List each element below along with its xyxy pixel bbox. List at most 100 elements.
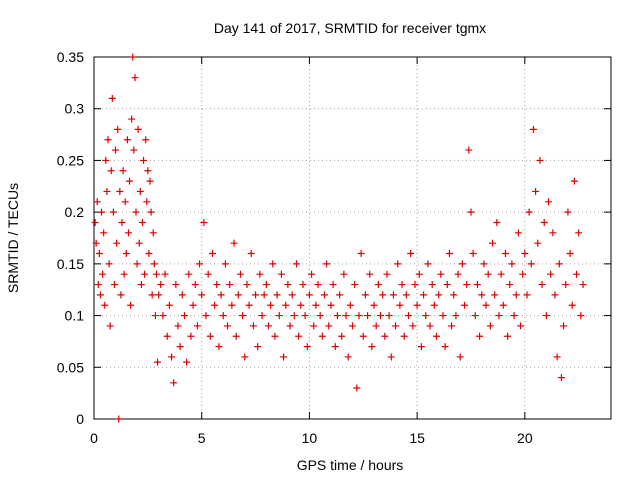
data-point [359, 332, 367, 340]
data-point [258, 312, 266, 320]
data-point [510, 312, 518, 320]
data-point [405, 312, 413, 320]
data-point [424, 260, 432, 268]
data-point [110, 281, 118, 289]
data-point [275, 312, 283, 320]
data-point [540, 218, 548, 226]
data-point [542, 312, 550, 320]
data-point [299, 281, 307, 289]
data-point [247, 250, 255, 258]
data-point [200, 218, 208, 226]
x-axis-title: GPS time / hours [297, 457, 404, 473]
data-point [286, 322, 294, 330]
data-point [521, 250, 529, 258]
data-point [385, 312, 393, 320]
data-point [93, 198, 101, 206]
data-point [366, 270, 374, 278]
data-point [124, 229, 132, 237]
data-point [529, 125, 537, 133]
data-point [100, 229, 108, 237]
data-point [331, 343, 339, 351]
data-point [170, 379, 178, 387]
data-point [333, 312, 341, 320]
data-point [497, 270, 505, 278]
data-point [504, 332, 512, 340]
data-point [217, 291, 225, 299]
y-tick-label: 0.35 [57, 49, 84, 65]
data-point [191, 281, 199, 289]
data-point [398, 281, 406, 289]
data-point [422, 312, 430, 320]
data-point [174, 322, 182, 330]
data-point [280, 353, 288, 361]
data-point [314, 281, 322, 289]
data-point [108, 94, 116, 102]
x-tick-label: 5 [198, 430, 206, 446]
y-axis-title: SRMTID / TECUs [5, 183, 21, 293]
data-point [463, 281, 471, 289]
data-point [400, 332, 408, 340]
data-point [176, 343, 184, 351]
data-point [292, 260, 300, 268]
data-point [290, 312, 298, 320]
data-point [138, 218, 146, 226]
data-point [547, 270, 555, 278]
data-point [213, 281, 221, 289]
y-tick-label: 0 [76, 411, 84, 427]
data-point [484, 270, 492, 278]
data-point [517, 322, 525, 330]
data-point [353, 384, 361, 392]
data-point [456, 353, 464, 361]
data-point [445, 250, 453, 258]
data-point [441, 343, 449, 351]
x-tick-label: 20 [517, 430, 533, 446]
data-point [562, 281, 570, 289]
data-point [116, 187, 124, 195]
data-point [204, 270, 212, 278]
data-point [545, 198, 553, 206]
data-point [109, 208, 117, 216]
data-point [415, 270, 423, 278]
data-point [252, 291, 260, 299]
data-point [575, 229, 583, 237]
data-point [495, 312, 503, 320]
data-point [461, 301, 469, 309]
data-point [519, 270, 527, 278]
data-point [435, 291, 443, 299]
data-point [534, 239, 542, 247]
data-point [208, 250, 216, 258]
data-point [579, 281, 587, 289]
data-point [411, 281, 419, 289]
data-point [112, 146, 120, 154]
data-point [413, 301, 421, 309]
data-point [392, 322, 400, 330]
data-point [172, 281, 180, 289]
data-point [525, 208, 533, 216]
data-point [570, 177, 578, 185]
data-point [140, 156, 148, 164]
data-point [480, 260, 488, 268]
data-points [91, 53, 587, 423]
data-point [106, 322, 114, 330]
data-point [476, 332, 484, 340]
data-point [230, 239, 238, 247]
data-point [394, 260, 402, 268]
data-point [361, 291, 369, 299]
data-point [420, 291, 428, 299]
data-point [149, 229, 157, 237]
data-point [262, 281, 270, 289]
data-point [142, 136, 150, 144]
data-point [346, 301, 354, 309]
data-point [202, 312, 210, 320]
data-point [450, 291, 458, 299]
data-point [288, 291, 296, 299]
data-point [120, 270, 128, 278]
data-point [327, 301, 335, 309]
y-tick-label: 0.25 [57, 152, 84, 168]
data-point [189, 301, 197, 309]
data-point [219, 312, 227, 320]
data-point [355, 312, 363, 320]
data-point [557, 374, 565, 382]
